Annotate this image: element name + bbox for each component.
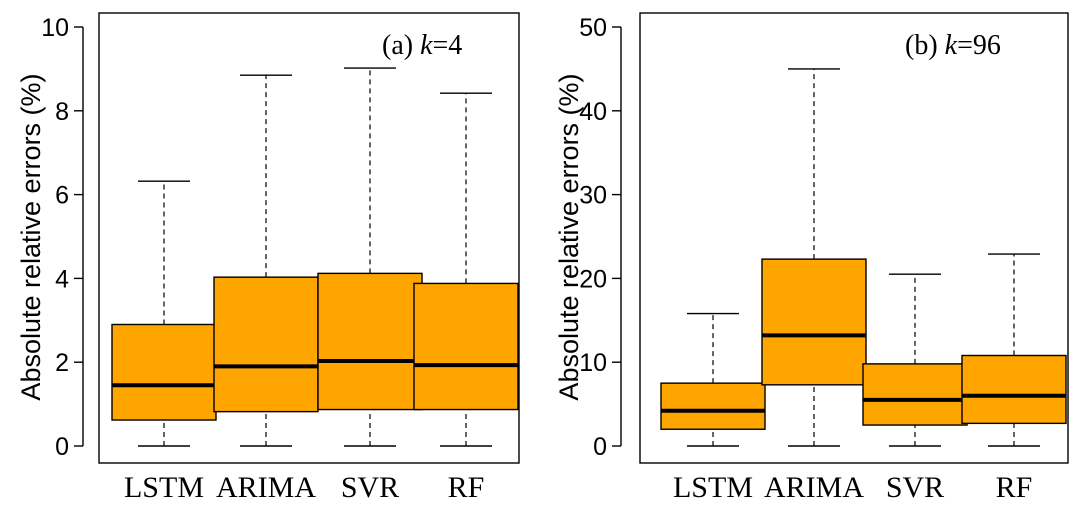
- iqr-box: [317, 272, 423, 411]
- iqr-box: [413, 282, 519, 411]
- x-tick-label: ARIMA: [216, 471, 316, 504]
- box-rf: [413, 92, 519, 447]
- box-lstm: [660, 312, 766, 447]
- y-axis: 0 10 20 30 40 50: [579, 14, 622, 461]
- y-tick-label: 2: [55, 349, 69, 377]
- iqr-box: [213, 276, 319, 413]
- y-tick-label: 10: [579, 349, 607, 377]
- iqr-box: [660, 382, 766, 430]
- y-tick-label: 6: [55, 182, 69, 210]
- y-axis-label: Absolute relative errors (%): [554, 73, 584, 400]
- panel-a-title: (a) k=4: [382, 30, 462, 61]
- x-tick-label: SVR: [886, 471, 944, 504]
- box-arima: [213, 74, 319, 447]
- y-tick-label: 0: [55, 433, 69, 461]
- y-axis: 0 2 4 6 8 10: [41, 14, 84, 461]
- x-tick-label: LSTM: [673, 471, 753, 504]
- box-lstm: [111, 180, 217, 447]
- box-arima: [761, 68, 867, 447]
- iqr-box: [961, 354, 1067, 425]
- x-axis: LSTM ARIMA SVR RF: [673, 471, 1032, 504]
- x-axis: LSTM ARIMA SVR RF: [124, 471, 484, 504]
- y-tick-label: 10: [41, 14, 69, 42]
- box-rf: [961, 253, 1067, 447]
- boxes: [660, 68, 1067, 447]
- box-svr: [317, 67, 423, 447]
- y-tick-label: 8: [55, 98, 69, 126]
- panel-b: (b) k=96 Absolute relative errors (%) 0 1…: [554, 12, 1069, 504]
- x-tick-label: RF: [996, 471, 1033, 504]
- iqr-box: [111, 323, 217, 421]
- plot-frame: [639, 12, 1069, 464]
- y-axis-label: Absolute relative errors (%): [16, 73, 46, 400]
- panel-b-title: (b) k=96: [905, 30, 1001, 61]
- x-tick-label: SVR: [341, 471, 399, 504]
- y-tick-label: 30: [579, 182, 607, 210]
- y-tick-label: 50: [579, 14, 607, 42]
- iqr-box: [862, 363, 968, 426]
- panel-a: (a) k=4 Absolute relative errors (%) 0 2 4…: [16, 12, 520, 504]
- y-tick-label: 0: [593, 433, 607, 461]
- boxes: [111, 67, 519, 447]
- x-tick-label: RF: [448, 471, 485, 504]
- iqr-box: [761, 258, 867, 386]
- y-tick-label: 40: [579, 98, 607, 126]
- plot-frame: [98, 12, 520, 464]
- x-tick-label: LSTM: [124, 471, 204, 504]
- box-svr: [862, 273, 968, 447]
- y-tick-label: 4: [55, 265, 69, 293]
- x-tick-label: ARIMA: [764, 471, 864, 504]
- y-tick-label: 20: [579, 265, 607, 293]
